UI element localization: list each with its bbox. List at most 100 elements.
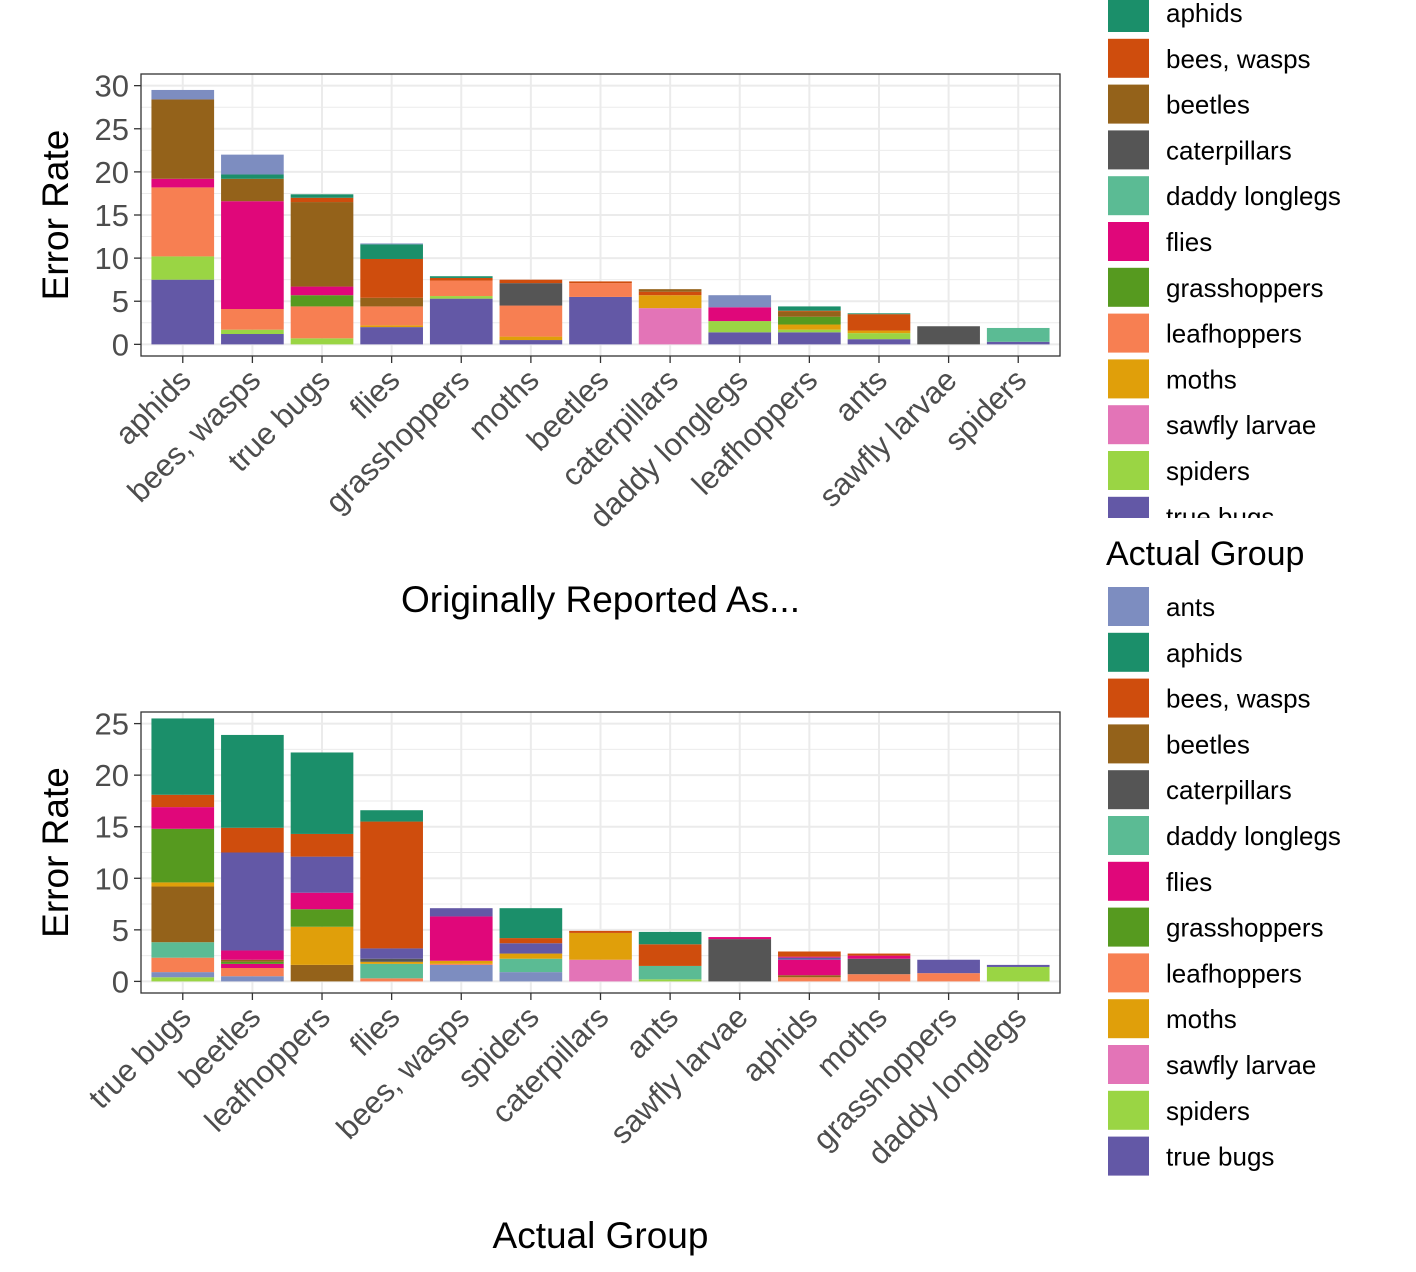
bar-segment-leafhoppers bbox=[290, 306, 354, 339]
bar-segment-moths bbox=[499, 336, 563, 341]
bar-segment-bees-wasps bbox=[847, 953, 911, 956]
legend-item-sawfly-larvae: sawfly larvae bbox=[1108, 1045, 1316, 1084]
bar-segment-bees-wasps bbox=[360, 258, 423, 298]
legend-item-true-bugs: true bugs bbox=[1108, 496, 1274, 518]
bar-segment-aphids bbox=[290, 194, 354, 198]
legend-key bbox=[1108, 587, 1149, 626]
legend-item-grasshoppers: grasshoppers bbox=[1108, 267, 1324, 307]
legend-item-daddy-longlegs: daddy longlegs bbox=[1108, 176, 1341, 216]
y-tick-label: 30 bbox=[95, 69, 129, 104]
bar-beetles bbox=[569, 281, 632, 345]
bar-segment-ants bbox=[151, 972, 215, 978]
legend-key bbox=[1108, 84, 1149, 124]
bar-segment-spiders bbox=[778, 329, 841, 333]
bar-segment-daddy-longlegs bbox=[151, 942, 215, 958]
bar-segment-ants bbox=[221, 154, 284, 175]
bar-segment-true-bugs bbox=[499, 943, 563, 954]
bar-segment-true-bugs bbox=[151, 279, 215, 345]
legend-actual-group: Actual Group ants aphids bees, wasps beetle… bbox=[1106, 535, 1341, 1176]
bar-segment-grasshoppers bbox=[151, 828, 215, 883]
legend-key bbox=[1108, 861, 1149, 901]
bar-segment-true-bugs bbox=[917, 959, 980, 974]
bar-segment-flies bbox=[151, 178, 215, 188]
y-tick-label: 0 bbox=[112, 327, 129, 362]
legend-item-beetles: beetles bbox=[1108, 724, 1250, 764]
bar-segment-moths bbox=[429, 960, 493, 964]
bar-segment-aphids bbox=[221, 734, 284, 828]
y-axis-title: Error Rate bbox=[35, 767, 76, 938]
y-tick-label: 15 bbox=[95, 810, 129, 845]
bar-segment-spiders bbox=[847, 333, 911, 340]
bar-segment-leafhoppers bbox=[778, 977, 841, 982]
y-tick-label: 20 bbox=[95, 758, 129, 793]
bar-segment-beetles bbox=[151, 99, 215, 179]
legend-item-spiders: spiders bbox=[1108, 1090, 1250, 1130]
legend-item-caterpillars: caterpillars bbox=[1108, 130, 1292, 170]
bar-segment-bees-wasps bbox=[151, 794, 215, 808]
bar-segment-flies bbox=[778, 956, 841, 958]
legend-item-bees-wasps: bees, wasps bbox=[1108, 38, 1311, 78]
bar-segment-leafhoppers bbox=[360, 306, 423, 326]
y-tick-label: 0 bbox=[112, 964, 129, 999]
bar-segment-beetles bbox=[290, 964, 354, 982]
bar-moths bbox=[847, 953, 911, 982]
bar-segment-flies bbox=[847, 955, 911, 959]
bar-segment-moths bbox=[290, 926, 354, 965]
bar-ants bbox=[638, 931, 702, 982]
legend-item-caterpillars: caterpillars bbox=[1108, 770, 1292, 810]
legend-label: aphids bbox=[1166, 0, 1243, 28]
legend-item-flies: flies bbox=[1108, 861, 1212, 901]
legend-label: aphids bbox=[1166, 638, 1243, 668]
x-axis-title: Originally Reported As... bbox=[401, 579, 800, 620]
bar-segment-true-bugs bbox=[847, 339, 911, 345]
legend-label: sawfly larvae bbox=[1166, 1050, 1316, 1080]
legend-reported-as: aphids bees, wasps beetles caterpillars dadd… bbox=[1108, 0, 1341, 518]
bar-segment-leafhoppers bbox=[221, 309, 284, 330]
bar-segment-ants bbox=[429, 964, 493, 982]
bar-segment-bees-wasps bbox=[499, 938, 563, 944]
bar-segment-spiders bbox=[638, 979, 702, 982]
bar-grasshoppers bbox=[917, 959, 980, 982]
bar-segment-grasshoppers bbox=[221, 961, 284, 964]
legend-label: bees, wasps bbox=[1166, 44, 1311, 74]
bar-segment-moths bbox=[638, 295, 702, 309]
bar-segment-caterpillars bbox=[708, 939, 772, 982]
legend-key bbox=[1108, 770, 1149, 810]
legend-label: caterpillars bbox=[1166, 135, 1292, 165]
y-tick-label: 15 bbox=[95, 198, 129, 233]
bar-segment-moths bbox=[778, 324, 841, 330]
x-tick-label: aphids bbox=[735, 999, 824, 1088]
bar-segment-bees-wasps bbox=[778, 951, 841, 957]
legend-label: flies bbox=[1166, 867, 1212, 897]
bar-segment-bees-wasps bbox=[290, 833, 354, 857]
legend-key bbox=[1108, 451, 1149, 490]
bar-segment-beetles bbox=[221, 178, 284, 202]
legend-label: spiders bbox=[1166, 456, 1250, 486]
legend-key bbox=[1108, 496, 1149, 518]
bar-segment-bees-wasps bbox=[638, 291, 702, 296]
bar-segment-spiders bbox=[429, 296, 493, 299]
legend-item-leafhoppers: leafhoppers bbox=[1108, 953, 1302, 993]
bar-segment-caterpillars bbox=[499, 283, 563, 306]
legend-label: moths bbox=[1166, 364, 1237, 394]
bar-segment-bees-wasps bbox=[360, 821, 423, 949]
bar-segment-spiders bbox=[151, 256, 215, 280]
bar-segment-aphids bbox=[360, 810, 423, 822]
bar-caterpillars bbox=[638, 289, 702, 345]
bar-segment-true-bugs bbox=[986, 964, 1050, 967]
bar-segment-flies bbox=[778, 959, 841, 976]
bar-segment-bees-wasps bbox=[638, 944, 702, 966]
bar-segment-true-bugs bbox=[221, 852, 284, 951]
legend-key bbox=[1108, 359, 1149, 399]
legend-key bbox=[1108, 632, 1149, 672]
bar-segment-true-bugs bbox=[360, 327, 423, 345]
legend-label: beetles bbox=[1166, 90, 1250, 120]
legend-key bbox=[1108, 953, 1149, 993]
legend-key bbox=[1108, 1045, 1149, 1084]
bar-segment-bees-wasps bbox=[429, 277, 493, 281]
y-tick-label: 5 bbox=[112, 913, 129, 948]
bar-segment-caterpillars bbox=[360, 958, 423, 962]
bar-segment-spiders bbox=[221, 329, 284, 335]
legend-item-true-bugs: true bugs bbox=[1108, 1136, 1274, 1176]
bar-segment-true-bugs bbox=[569, 296, 632, 345]
